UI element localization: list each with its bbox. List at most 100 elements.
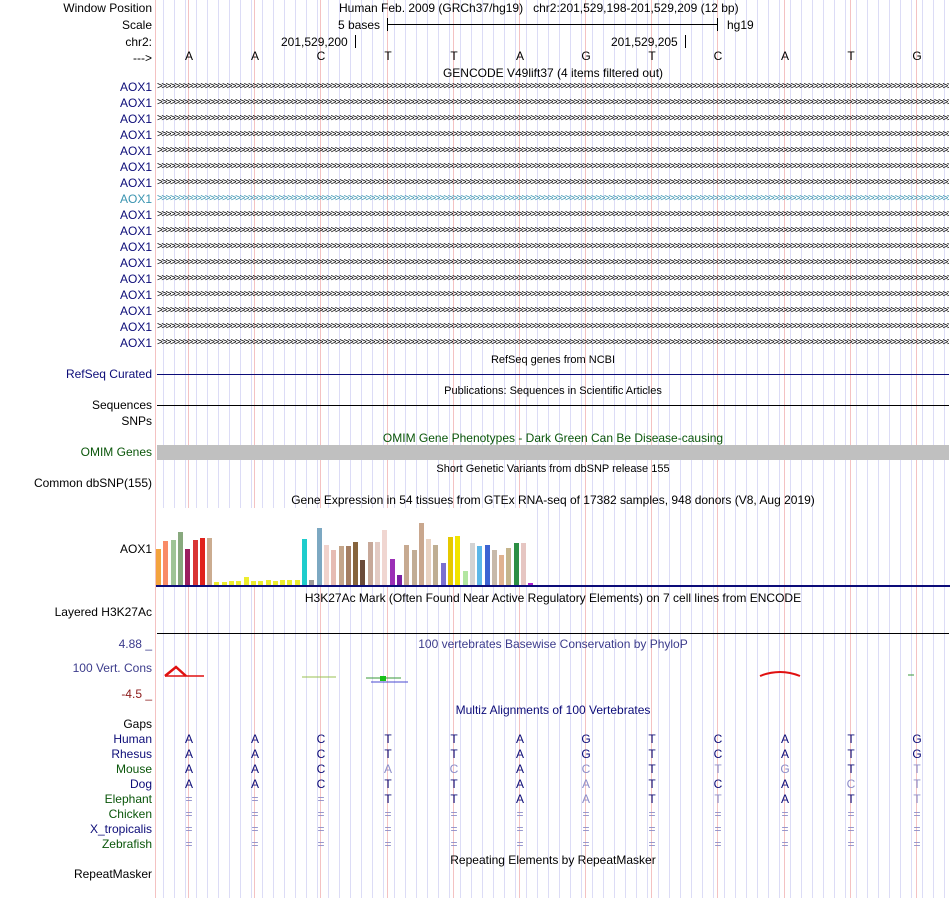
- gtex-tissue-bar[interactable]: [382, 530, 387, 585]
- omim-track-label[interactable]: OMIM Genes: [80, 445, 152, 459]
- gencode-transcript-label[interactable]: AOX1: [119, 304, 152, 318]
- gencode-transcript[interactable]: >>>>>>>>>>>>>>>>>>>>>>>>>>>>>>>>>>>>>>>>…: [157, 97, 949, 108]
- gtex-tissue-bar[interactable]: [441, 563, 446, 585]
- multiz-species-label[interactable]: Zebrafish: [101, 837, 152, 851]
- multiz-species-label[interactable]: Human: [113, 732, 152, 746]
- gtex-track-label[interactable]: AOX1: [119, 542, 152, 556]
- phylop-track-label[interactable]: 100 Vert. Cons: [72, 661, 152, 675]
- gtex-tissue-bar[interactable]: [448, 537, 453, 585]
- gencode-transcript-label[interactable]: AOX1: [119, 80, 152, 94]
- gtex-tissue-bar[interactable]: [521, 543, 526, 585]
- gencode-transcript-label[interactable]: AOX1: [119, 192, 152, 206]
- gencode-transcript[interactable]: >>>>>>>>>>>>>>>>>>>>>>>>>>>>>>>>>>>>>>>>…: [157, 161, 949, 172]
- multiz-gaps-label[interactable]: Gaps: [123, 717, 152, 731]
- gencode-transcript[interactable]: >>>>>>>>>>>>>>>>>>>>>>>>>>>>>>>>>>>>>>>>…: [157, 113, 949, 124]
- gtex-tissue-bar[interactable]: [353, 542, 358, 585]
- gtex-tissue-bar[interactable]: [375, 542, 380, 585]
- gencode-transcript[interactable]: >>>>>>>>>>>>>>>>>>>>>>>>>>>>>>>>>>>>>>>>…: [157, 305, 949, 316]
- gencode-transcript-label[interactable]: AOX1: [119, 320, 152, 334]
- gtex-tissue-bar[interactable]: [419, 523, 424, 585]
- h3k27ac-track-label[interactable]: Layered H3K27Ac: [54, 605, 152, 619]
- gencode-transcript-label[interactable]: AOX1: [119, 224, 152, 238]
- phylop-graph[interactable]: [156, 655, 950, 695]
- multiz-species-label[interactable]: Elephant: [104, 792, 152, 806]
- gencode-transcript-label[interactable]: AOX1: [119, 240, 152, 254]
- gtex-tissue-bar[interactable]: [302, 539, 307, 585]
- gencode-transcript[interactable]: >>>>>>>>>>>>>>>>>>>>>>>>>>>>>>>>>>>>>>>>…: [157, 145, 949, 156]
- gtex-tissue-bar[interactable]: [287, 580, 292, 585]
- omim-track-title[interactable]: OMIM Gene Phenotypes - Dark Green Can Be…: [382, 431, 724, 445]
- gtex-tissue-bar[interactable]: [426, 539, 431, 585]
- gtex-tissue-bar[interactable]: [404, 545, 409, 585]
- gtex-tissue-bar[interactable]: [477, 546, 482, 585]
- gtex-tissue-bar[interactable]: [514, 543, 519, 585]
- multiz-species-label[interactable]: Chicken: [108, 807, 152, 821]
- gtex-tissue-bar[interactable]: [485, 545, 490, 585]
- gtex-tissue-bar[interactable]: [397, 575, 402, 585]
- multiz-species-label[interactable]: Mouse: [115, 762, 152, 776]
- gtex-tissue-bar[interactable]: [412, 550, 417, 585]
- repeatmasker-track-title[interactable]: Repeating Elements by RepeatMasker: [450, 853, 656, 867]
- refseq-track-label[interactable]: RefSeq Curated: [65, 367, 152, 381]
- snps-track-label[interactable]: SNPs: [121, 414, 152, 428]
- refseq-track-title[interactable]: RefSeq genes from NCBI: [490, 354, 616, 366]
- gtex-bar-chart[interactable]: [156, 508, 536, 585]
- gtex-tissue-bar[interactable]: [309, 580, 314, 585]
- gtex-tissue-bar[interactable]: [258, 581, 263, 585]
- gencode-transcript-label[interactable]: AOX1: [119, 256, 152, 270]
- gtex-tissue-bar[interactable]: [171, 540, 176, 585]
- gencode-track-title[interactable]: GENCODE V49lift37 (4 items filtered out): [442, 66, 664, 80]
- gtex-tissue-bar[interactable]: [200, 538, 205, 585]
- gtex-track-title[interactable]: Gene Expression in 54 tissues from GTEx …: [291, 493, 815, 507]
- repeatmasker-track-label[interactable]: RepeatMasker: [73, 867, 152, 881]
- multiz-track-title[interactable]: Multiz Alignments of 100 Vertebrates: [455, 703, 651, 717]
- gtex-tissue-bar[interactable]: [214, 582, 219, 585]
- omim-gene-bar[interactable]: [157, 445, 949, 460]
- gtex-tissue-bar[interactable]: [207, 538, 212, 585]
- gencode-transcript[interactable]: >>>>>>>>>>>>>>>>>>>>>>>>>>>>>>>>>>>>>>>>…: [157, 337, 949, 348]
- gtex-tissue-bar[interactable]: [163, 541, 168, 585]
- gtex-tissue-bar[interactable]: [324, 545, 329, 585]
- gtex-tissue-bar[interactable]: [339, 546, 344, 585]
- gtex-tissue-bar[interactable]: [273, 581, 278, 585]
- gtex-tissue-bar[interactable]: [193, 540, 198, 585]
- dbsnp-track-title[interactable]: Short Genetic Variants from dbSNP releas…: [436, 463, 670, 475]
- publications-track-title[interactable]: Publications: Sequences in Scientific Ar…: [444, 385, 662, 397]
- gencode-transcript-label[interactable]: AOX1: [119, 128, 152, 142]
- gencode-transcript[interactable]: >>>>>>>>>>>>>>>>>>>>>>>>>>>>>>>>>>>>>>>>…: [157, 289, 949, 300]
- gtex-tissue-bar[interactable]: [317, 528, 322, 585]
- gencode-transcript-label[interactable]: AOX1: [119, 112, 152, 126]
- gencode-transcript[interactable]: >>>>>>>>>>>>>>>>>>>>>>>>>>>>>>>>>>>>>>>>…: [157, 193, 949, 204]
- gtex-tissue-bar[interactable]: [236, 581, 241, 585]
- multiz-species-label[interactable]: Dog: [129, 777, 152, 791]
- gencode-transcript[interactable]: >>>>>>>>>>>>>>>>>>>>>>>>>>>>>>>>>>>>>>>>…: [157, 129, 949, 140]
- gtex-tissue-bar[interactable]: [178, 532, 183, 585]
- multiz-species-label[interactable]: Rhesus: [111, 747, 152, 761]
- publications-track-label[interactable]: Sequences: [91, 398, 152, 412]
- gencode-transcript-label[interactable]: AOX1: [119, 160, 152, 174]
- gtex-tissue-bar[interactable]: [280, 580, 285, 585]
- gtex-tissue-bar[interactable]: [295, 580, 300, 585]
- gtex-tissue-bar[interactable]: [455, 536, 460, 585]
- gtex-tissue-bar[interactable]: [528, 583, 533, 585]
- gencode-transcript-label[interactable]: AOX1: [119, 272, 152, 286]
- gencode-transcript[interactable]: >>>>>>>>>>>>>>>>>>>>>>>>>>>>>>>>>>>>>>>>…: [157, 225, 949, 236]
- gencode-transcript[interactable]: >>>>>>>>>>>>>>>>>>>>>>>>>>>>>>>>>>>>>>>>…: [157, 81, 949, 92]
- gencode-transcript[interactable]: >>>>>>>>>>>>>>>>>>>>>>>>>>>>>>>>>>>>>>>>…: [157, 257, 949, 268]
- gencode-transcript[interactable]: >>>>>>>>>>>>>>>>>>>>>>>>>>>>>>>>>>>>>>>>…: [157, 241, 949, 252]
- gtex-tissue-bar[interactable]: [492, 550, 497, 585]
- phylop-track-title[interactable]: 100 vertebrates Basewise Conservation by…: [418, 637, 688, 651]
- gtex-tissue-bar[interactable]: [331, 550, 336, 585]
- gencode-transcript-label[interactable]: AOX1: [119, 144, 152, 158]
- gencode-transcript[interactable]: >>>>>>>>>>>>>>>>>>>>>>>>>>>>>>>>>>>>>>>>…: [157, 321, 949, 332]
- gtex-tissue-bar[interactable]: [251, 581, 256, 585]
- gtex-tissue-bar[interactable]: [266, 580, 271, 585]
- gtex-tissue-bar[interactable]: [222, 582, 227, 585]
- gtex-tissue-bar[interactable]: [185, 549, 190, 585]
- publications-line[interactable]: [157, 405, 949, 406]
- dbsnp-track-label[interactable]: Common dbSNP(155): [33, 476, 152, 490]
- gtex-tissue-bar[interactable]: [346, 546, 351, 585]
- gencode-transcript-label[interactable]: AOX1: [119, 336, 152, 350]
- gencode-transcript[interactable]: >>>>>>>>>>>>>>>>>>>>>>>>>>>>>>>>>>>>>>>>…: [157, 273, 949, 284]
- gtex-tissue-bar[interactable]: [156, 549, 161, 585]
